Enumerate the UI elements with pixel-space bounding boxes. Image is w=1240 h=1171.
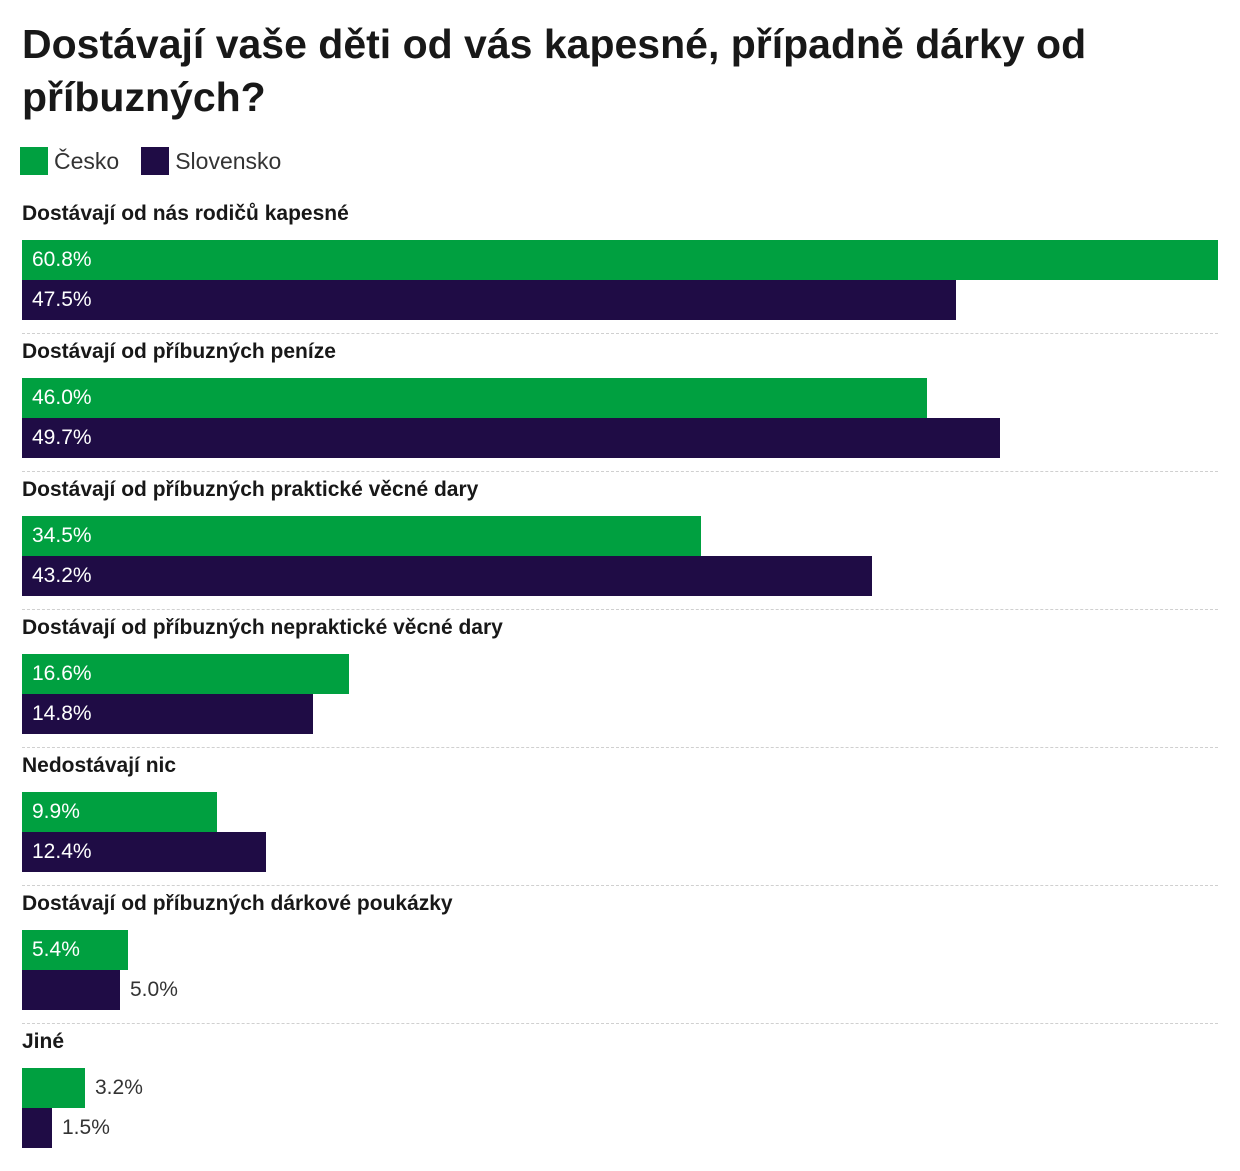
legend-swatch-slovensko xyxy=(141,147,170,175)
data-label: 47.5% xyxy=(32,288,92,311)
bar-cesko-dostavaji-od-pribuznych-penize xyxy=(22,378,927,418)
bar-slovensko-dostavaji-od-pribuznych-neprakticke-vecne-dary xyxy=(22,694,313,734)
category-label: Dostávají od příbuzných praktické věcné … xyxy=(22,478,479,501)
category-label: Nedostávají nic xyxy=(22,754,177,777)
bar-slovensko-nedostavaji-nic xyxy=(22,832,266,872)
legend-item-cesko: Česko xyxy=(20,147,119,175)
bar-row-cesko: 60.8% xyxy=(22,240,1218,280)
data-label: 1.5% xyxy=(62,1116,110,1139)
bar-slovensko-dostavaji-od-pribuznych-prakticke-vecne-dary xyxy=(22,556,872,596)
category-label: Dostávají od příbuzných peníze xyxy=(22,340,336,363)
bar-cesko-dostavaji-od-pribuznych-darkove-poukazky xyxy=(22,930,128,970)
bar-slovensko-jine xyxy=(22,1108,52,1148)
bar-group-nedostavaji-nic: Nedostávají nic 9.9% 12.4% xyxy=(22,748,1218,886)
bar-group-jine: Jiné 3.2% 1.5% xyxy=(22,1024,1218,1162)
data-label: 12.4% xyxy=(32,840,92,863)
bar-slovensko-dostavaji-od-pribuznych-penize xyxy=(22,418,1000,458)
bar-row-slovensko: 14.8% xyxy=(22,694,1218,734)
data-label: 34.5% xyxy=(32,524,92,547)
data-label: 5.0% xyxy=(130,978,178,1001)
legend-item-slovensko: Slovensko xyxy=(141,147,281,175)
bar-row-slovensko: 1.5% xyxy=(22,1108,1218,1148)
legend-label-slovensko: Slovensko xyxy=(175,147,282,174)
data-label: 43.2% xyxy=(32,564,92,587)
bar-row-slovensko: 49.7% xyxy=(22,418,1218,458)
bar-group-dostavaji-od-pribuznych-neprakticke-vecne-dary: Dostávají od příbuzných nepraktické věcn… xyxy=(22,610,1218,748)
bar-row-cesko: 46.0% xyxy=(22,378,1218,418)
category-label: Dostávají od příbuzných nepraktické věcn… xyxy=(22,616,503,639)
bar-slovensko-dostavaji-od-pribuznych-darkove-poukazky xyxy=(22,970,120,1010)
bar-group-dostavaji-od-pribuznych-prakticke-vecne-dary: Dostávají od příbuzných praktické věcné … xyxy=(22,472,1218,610)
bar-row-cesko: 5.4% xyxy=(22,930,1218,970)
bar-cesko-dostavaji-od-pribuznych-neprakticke-vecne-dary xyxy=(22,654,349,694)
data-label: 5.4% xyxy=(32,938,80,961)
data-label: 14.8% xyxy=(32,702,92,725)
bar-group-dostavaji-od-pribuznych-penize: Dostávají od příbuzných peníze 46.0% 49.7% xyxy=(22,334,1218,472)
bar-row-cesko: 9.9% xyxy=(22,792,1218,832)
bar-row-slovensko: 5.0% xyxy=(22,970,1218,1010)
bar-row-cesko: 16.6% xyxy=(22,654,1218,694)
bar-cesko-dostavaji-od-nas-rodicu-kapesne xyxy=(22,240,1218,280)
category-label: Jiné xyxy=(22,1030,65,1053)
category-label: Dostávají od nás rodičů kapesné xyxy=(22,202,349,225)
bar-row-cesko: 34.5% xyxy=(22,516,1218,556)
category-label: Dostávají od příbuzných dárkové poukázky xyxy=(22,892,453,915)
data-label: 16.6% xyxy=(32,662,92,685)
bar-slovensko-dostavaji-od-nas-rodicu-kapesne xyxy=(22,280,956,320)
data-label: 60.8% xyxy=(32,248,92,271)
legend-label-cesko: Česko xyxy=(54,147,120,174)
legend: Česko Slovensko xyxy=(20,146,303,176)
bar-row-slovensko: 43.2% xyxy=(22,556,1218,596)
legend-swatch-cesko xyxy=(20,147,48,175)
data-label: 49.7% xyxy=(32,426,92,449)
bar-cesko-jine xyxy=(22,1068,85,1108)
data-label: 46.0% xyxy=(32,386,92,409)
bar-row-cesko: 3.2% xyxy=(22,1068,1218,1108)
bar-groups: Dostávají od nás rodičů kapesné 60.8% 47.5… xyxy=(22,196,1218,1162)
bar-cesko-dostavaji-od-pribuznych-prakticke-vecne-dary xyxy=(22,516,701,556)
chart-title: Dostávají vaše děti od vás kapesné, příp… xyxy=(22,21,1087,120)
bar-group-dostavaji-od-nas-rodicu-kapesne: Dostávají od nás rodičů kapesné 60.8% 47.5… xyxy=(22,196,1218,334)
bar-row-slovensko: 47.5% xyxy=(22,280,1218,320)
bar-cesko-nedostavaji-nic xyxy=(22,792,217,832)
bar-row-slovensko: 12.4% xyxy=(22,832,1218,872)
bar-group-dostavaji-od-pribuznych-darkove-poukazky: Dostávají od příbuzných dárkové poukázky… xyxy=(22,886,1218,1024)
data-label: 9.9% xyxy=(32,800,80,823)
data-label: 3.2% xyxy=(95,1076,143,1099)
